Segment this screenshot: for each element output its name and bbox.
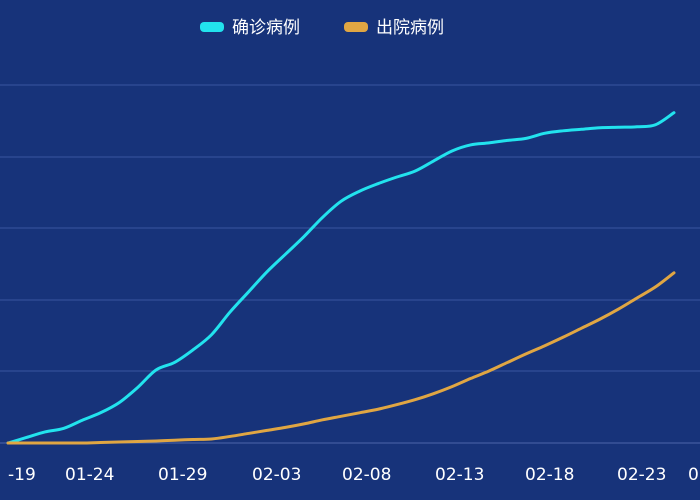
- x-tick-label: 02-18: [525, 465, 574, 485]
- x-tick-label: 01-29: [158, 465, 207, 485]
- x-tick-label: 02-13: [435, 465, 484, 485]
- legend-item-discharged[interactable]: 出院病例: [344, 18, 444, 38]
- x-tick-label: 0: [688, 465, 699, 485]
- x-tick-label: 02-03: [252, 465, 301, 485]
- legend-label-confirmed: 确诊病例: [232, 18, 300, 38]
- x-axis-ticks: -19 01-24 01-29 02-03 02-08 02-13 02-18 …: [8, 465, 699, 485]
- legend-swatch-confirmed: [200, 22, 224, 32]
- legend: 确诊病例 出院病例: [200, 18, 444, 38]
- legend-swatch-discharged: [344, 22, 368, 32]
- legend-item-confirmed[interactable]: 确诊病例: [200, 18, 300, 38]
- x-tick-label: -19: [8, 465, 36, 485]
- x-tick-label: 02-23: [617, 465, 666, 485]
- grid-lines: [0, 84, 700, 372]
- series-line-confirmed[interactable]: [6, 111, 676, 445]
- x-tick-label: 02-08: [342, 465, 391, 485]
- legend-label-discharged: 出院病例: [376, 18, 444, 38]
- series-layer: [6, 111, 676, 445]
- x-tick-label: 01-24: [65, 465, 114, 485]
- series-line-discharged[interactable]: [6, 271, 676, 445]
